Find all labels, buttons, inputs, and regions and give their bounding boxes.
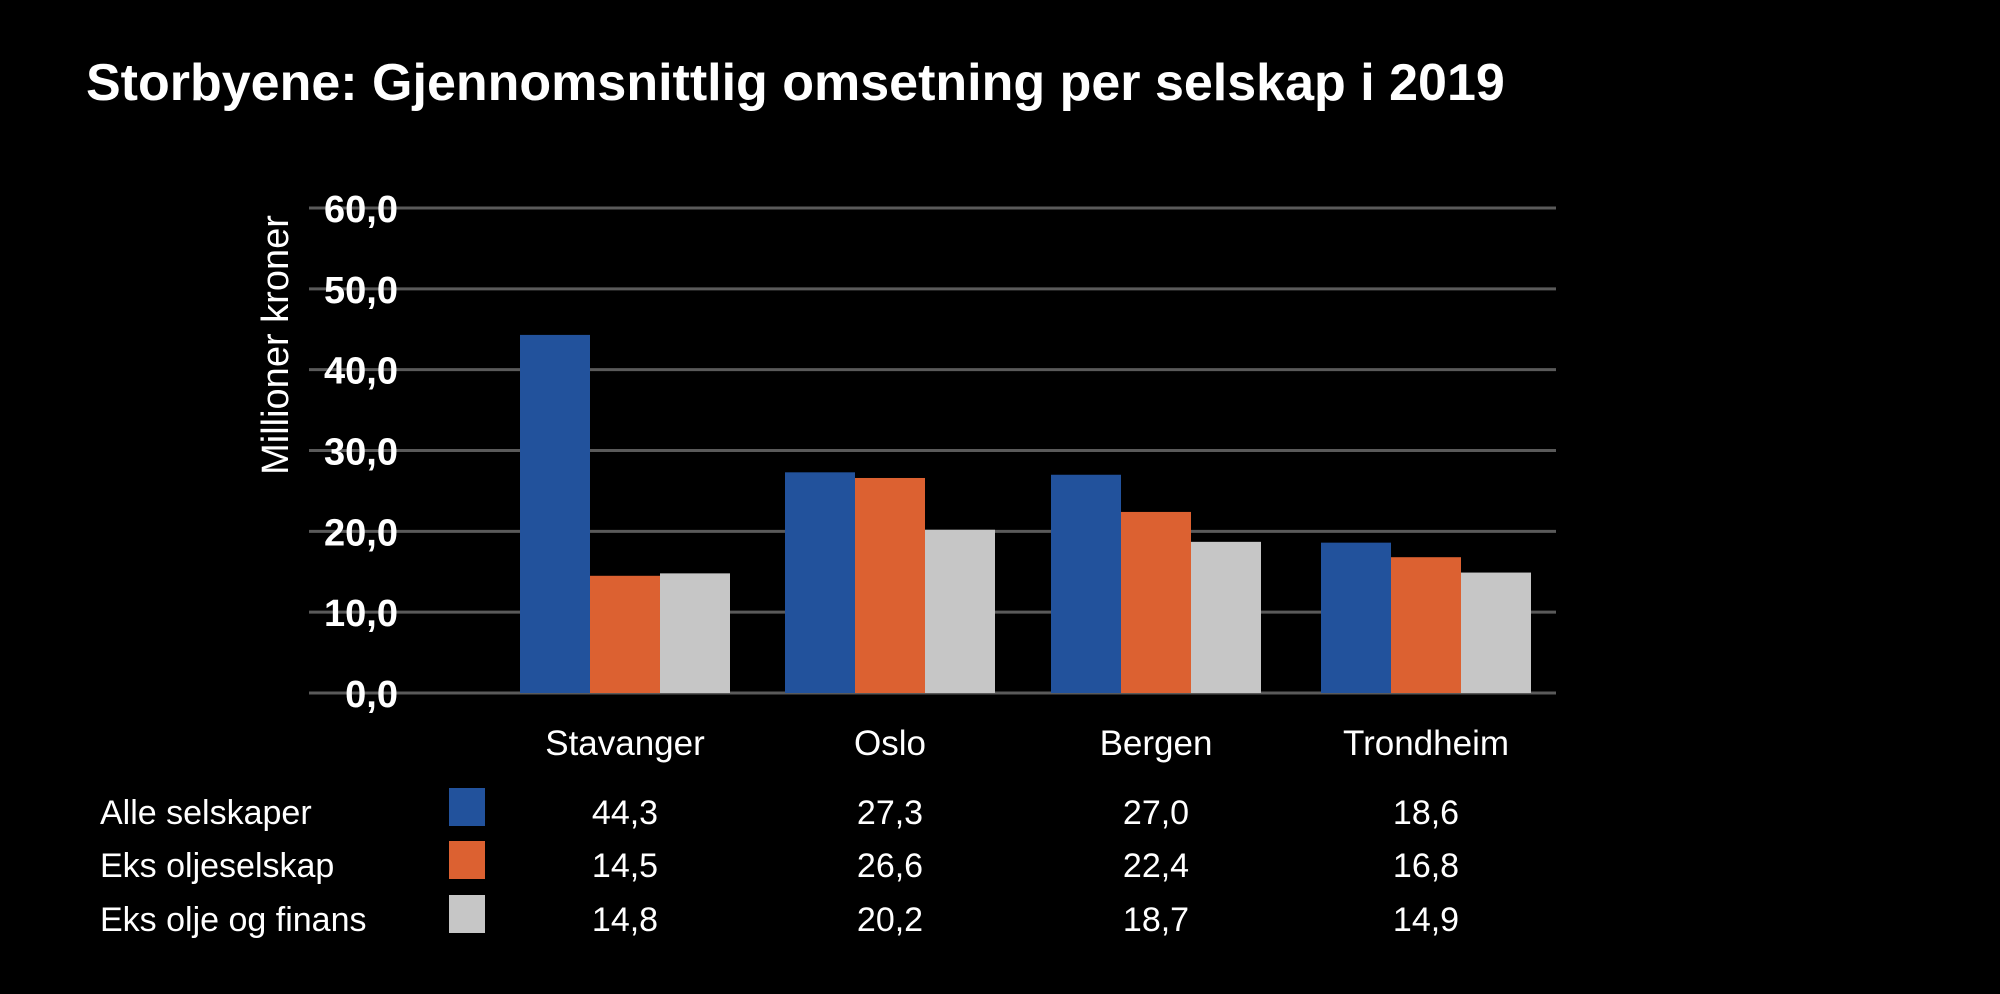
data-label: 16,8: [1393, 847, 1459, 885]
chart-title: Storbyene: Gjennomsnittlig omsetning per…: [86, 54, 1505, 112]
bar-trondheim-2: [1461, 572, 1531, 693]
data-label: 26,6: [857, 847, 923, 885]
data-label: 27,3: [857, 794, 923, 832]
bar-bergen-0: [1051, 474, 1121, 693]
y-tick-label: 30,0: [324, 432, 398, 474]
bar-stavanger-0: [520, 334, 590, 693]
bar-trondheim-1: [1391, 557, 1461, 693]
data-label: 20,2: [857, 901, 923, 939]
data-label: 14,5: [592, 847, 658, 885]
y-tick-label: 50,0: [324, 270, 398, 312]
bar-bergen-2: [1191, 541, 1261, 693]
data-label: 27,0: [1123, 794, 1189, 832]
y-tick-label: 60,0: [324, 189, 398, 231]
legend-label: Eks oljeselskap: [100, 847, 334, 885]
bar-bergen-1: [1121, 511, 1191, 693]
y-tick-label: 0,0: [345, 674, 398, 716]
data-label: 22,4: [1123, 847, 1189, 885]
y-tick-label: 20,0: [324, 512, 398, 554]
legend-swatch: [449, 895, 485, 933]
x-tick-label: Trondheim: [1343, 724, 1509, 763]
data-label: 14,8: [592, 901, 658, 939]
legend-swatch: [449, 841, 485, 879]
data-label: 14,9: [1393, 901, 1459, 939]
y-tick-label: 40,0: [324, 351, 398, 393]
x-tick-label: Oslo: [854, 724, 926, 763]
legend-label: Eks olje og finans: [100, 901, 367, 939]
bar-stavanger-2: [660, 573, 730, 693]
bar-trondheim-0: [1321, 542, 1391, 693]
bar-oslo-1: [855, 477, 925, 693]
bar-oslo-2: [925, 529, 995, 693]
data-label: 44,3: [592, 794, 658, 832]
legend-label: Alle selskaper: [100, 794, 312, 832]
bar-stavanger-1: [590, 575, 660, 693]
y-tick-label: 10,0: [324, 593, 398, 635]
legend-swatch: [449, 788, 485, 826]
x-tick-label: Bergen: [1100, 724, 1213, 763]
bar-oslo-0: [785, 472, 855, 693]
y-axis-label: Millioner kroner: [255, 215, 297, 475]
x-tick-label: Stavanger: [545, 724, 705, 763]
data-label: 18,6: [1393, 794, 1459, 832]
data-label: 18,7: [1123, 901, 1189, 939]
